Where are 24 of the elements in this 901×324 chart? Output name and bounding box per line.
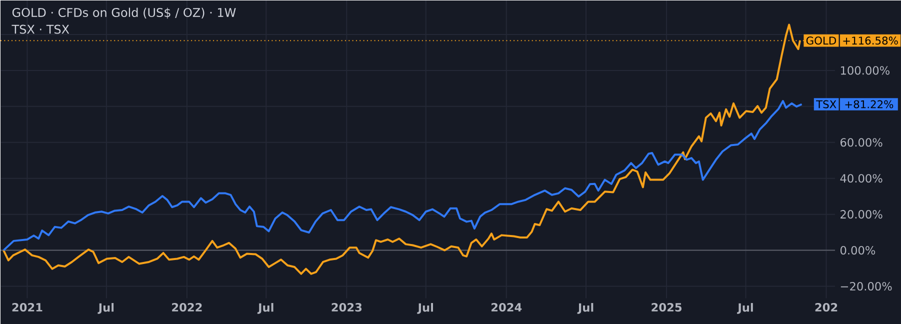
text: +81.22% (845, 100, 894, 108)
x-tick-label: 2022 (172, 302, 202, 312)
x-tick-label: Jul (577, 302, 594, 314)
x-tick-label: Jul (257, 302, 274, 314)
y-tick-label: 0.00% (840, 246, 876, 254)
x-tick-label: 202 (815, 302, 838, 312)
y-tick-label: 60.00% (840, 138, 882, 147)
text: TSX · TSX (12, 24, 70, 34)
y-tick-label: −20.00% (840, 282, 892, 290)
x-tick-label: Jul (417, 302, 433, 314)
series-label: GOLD (806, 36, 836, 44)
x-tick-label: 2025 (652, 302, 682, 312)
line-series (2, 100, 803, 252)
x-tick-label: 2024 (492, 302, 522, 312)
y-tick-label: 100.00% (840, 66, 890, 75)
x-tick-label: Jul (98, 302, 114, 314)
x-tick-label: Jul (737, 302, 753, 314)
y-tick-label: 20.00% (840, 210, 882, 218)
x-tick-label: 2023 (332, 302, 362, 312)
x-tick-label: 2021 (12, 302, 42, 312)
y-tick-label: 40.00% (840, 174, 882, 183)
series-label: TSX (816, 100, 836, 108)
text: +116.58% (843, 36, 898, 44)
text: GOLD · CFDs on Gold (US$ / OZ) · 1W (12, 8, 236, 18)
